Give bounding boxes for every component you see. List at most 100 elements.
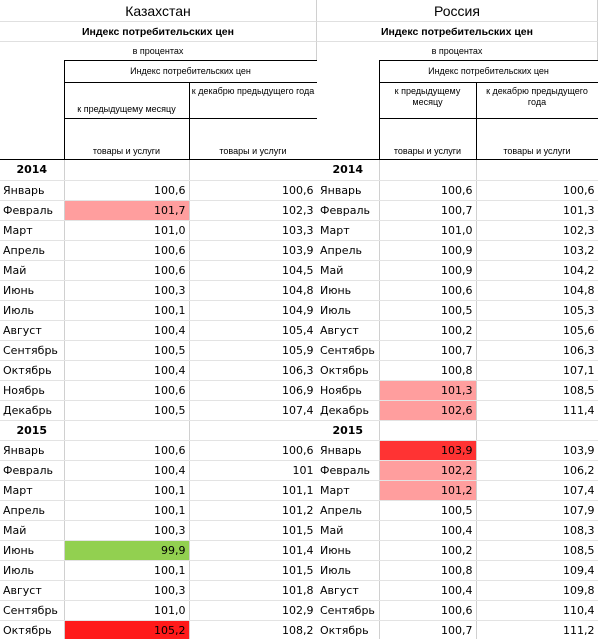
row-label: Август — [317, 580, 380, 601]
month-index-cell: 100,6 — [64, 380, 190, 401]
month-index-cell: 100,3 — [64, 280, 190, 301]
year-row: 2014 — [0, 160, 317, 181]
row-label: Октябрь — [0, 360, 65, 381]
month-index-cell: 100,1 — [64, 300, 190, 321]
row-label: Июнь — [0, 280, 65, 301]
table-row: Январь 100,6 100,6 — [0, 440, 317, 461]
month-index-cell: 100,1 — [64, 560, 190, 581]
ytd-index-cell: 107,4 — [476, 480, 598, 501]
row-label: 2015 — [317, 420, 380, 441]
row-label: Январь — [0, 180, 65, 201]
row-label: Март — [317, 220, 380, 241]
table-row: Август 100,3 101,8 — [0, 580, 317, 601]
month-index-cell: 100,4 — [64, 360, 190, 381]
row-label: Май — [0, 260, 65, 281]
row-label: Апрель — [0, 240, 65, 261]
ytd-index-cell: 105,6 — [476, 320, 598, 341]
ytd-index-cell: 107,4 — [189, 400, 317, 421]
table-row: Май 100,4 108,3 — [317, 520, 598, 541]
month-index-cell: 100,8 — [379, 560, 477, 581]
month-index-cell: 101,0 — [64, 600, 190, 621]
month-index-cell: 102,2 — [379, 460, 477, 481]
table-row: Январь 100,6 100,6 — [0, 180, 317, 201]
row-label: Октябрь — [0, 620, 65, 639]
row-label: Декабрь — [317, 400, 380, 421]
month-index-cell: 100,8 — [379, 360, 477, 381]
table-row: Ноябрь 101,3 108,5 — [317, 380, 598, 401]
table-row: Февраль 102,2 106,2 — [317, 460, 598, 481]
row-label: Март — [0, 220, 65, 241]
col1-header: к предыдущему месяцу — [63, 82, 190, 119]
month-index-cell — [64, 160, 190, 181]
row-label: Январь — [317, 440, 380, 461]
ytd-index-cell: 107,1 — [476, 360, 598, 381]
month-index-cell: 100,9 — [379, 240, 477, 261]
row-label: Октябрь — [317, 620, 380, 639]
ytd-index-cell: 104,2 — [476, 260, 598, 281]
ytd-index-cell: 108,3 — [476, 520, 598, 541]
row-label: Апрель — [317, 240, 380, 261]
row-label: Сентябрь — [0, 600, 65, 621]
month-index-cell: 100,3 — [64, 520, 190, 541]
month-index-cell: 100,7 — [379, 620, 477, 639]
ytd-index-cell: 104,8 — [476, 280, 598, 301]
year-row: 2015 — [317, 420, 598, 441]
row-label: 2014 — [0, 160, 65, 181]
ytd-index-cell: 108,5 — [476, 540, 598, 561]
kazakhstan-panel: Казахстан Индекс потребительских цен в п… — [0, 0, 317, 639]
table-row: Июнь 100,3 104,8 — [0, 280, 317, 301]
ytd-index-cell: 106,3 — [476, 340, 598, 361]
ytd-index-cell: 106,9 — [189, 380, 317, 401]
column-header: Индекс потребительских цен к предыдущему… — [317, 60, 598, 160]
data-rows: 2014 Январь 100,6 100,6 Февраль 100,7 101,3 Мар… — [317, 160, 598, 639]
month-index-cell: 102,6 — [379, 400, 477, 421]
ytd-index-cell — [189, 420, 317, 441]
ytd-index-cell: 104,8 — [189, 280, 317, 301]
table-row: Ноябрь 100,6 106,9 — [0, 380, 317, 401]
month-index-cell: 100,6 — [64, 440, 190, 461]
ytd-index-cell: 100,6 — [189, 440, 317, 461]
header-spacer — [317, 60, 380, 160]
month-index-cell: 100,1 — [64, 500, 190, 521]
ytd-index-cell: 101,2 — [189, 500, 317, 521]
table-row: Март 101,0 103,3 — [0, 220, 317, 241]
data-table: 2014 Январь 100,6 100,6 Февраль 100,7 101,3 Мар… — [317, 160, 598, 639]
ytd-index-cell: 105,9 — [189, 340, 317, 361]
year-row: 2015 — [0, 420, 317, 441]
month-index-cell: 100,1 — [64, 480, 190, 501]
ytd-index-cell: 102,3 — [476, 220, 598, 241]
table-row: Апрель 100,5 107,9 — [317, 500, 598, 521]
table-row: Октябрь 100,4 106,3 — [0, 360, 317, 381]
table-row: Декабрь 102,6 111,4 — [317, 400, 598, 421]
ytd-index-cell — [476, 160, 598, 181]
row-label: Декабрь — [0, 400, 65, 421]
russia-panel: Россия Индекс потребительских цен в проц… — [317, 0, 598, 639]
month-index-cell: 100,6 — [64, 180, 190, 201]
month-index-cell: 100,3 — [64, 580, 190, 601]
month-index-cell: 100,7 — [379, 340, 477, 361]
col1-sub-header: товары и услуги — [63, 118, 190, 160]
month-index-cell: 100,7 — [379, 200, 477, 221]
month-index-cell — [379, 160, 477, 181]
row-label: 2014 — [317, 160, 380, 181]
month-index-cell: 101,2 — [379, 480, 477, 501]
country-heading: Россия — [317, 0, 598, 22]
ytd-index-cell — [476, 420, 598, 441]
table-row: Январь 103,9 103,9 — [317, 440, 598, 461]
row-label: Июль — [317, 560, 380, 581]
row-label: Март — [317, 480, 380, 501]
month-index-cell: 100,9 — [379, 260, 477, 281]
table-row: Август 100,4 105,4 — [0, 320, 317, 341]
ytd-index-cell: 106,3 — [189, 360, 317, 381]
row-label: Август — [317, 320, 380, 341]
month-index-cell: 100,5 — [379, 300, 477, 321]
ytd-index-cell: 103,9 — [189, 240, 317, 261]
row-label: Август — [0, 320, 65, 341]
row-label: Сентябрь — [0, 340, 65, 361]
row-label: Февраль — [0, 200, 65, 221]
row-label: Январь — [0, 440, 65, 461]
row-label: Сентябрь — [317, 600, 380, 621]
month-index-cell: 101,3 — [379, 380, 477, 401]
month-index-cell: 100,2 — [379, 540, 477, 561]
ytd-index-cell: 101,3 — [476, 200, 598, 221]
